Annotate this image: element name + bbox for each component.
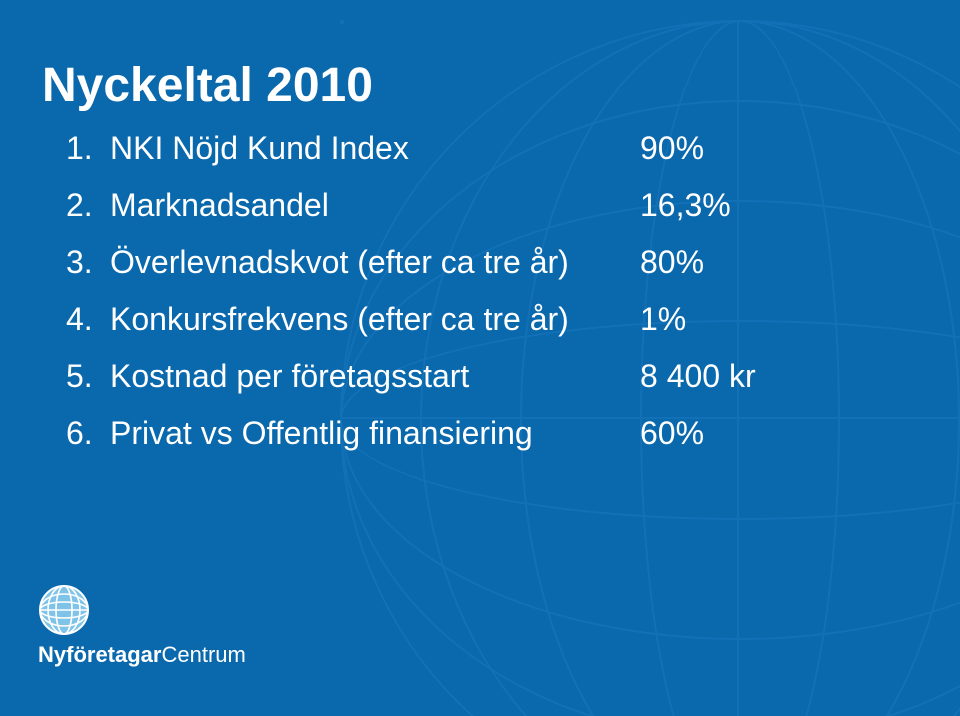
item-value: 80% [640, 244, 820, 281]
item-number: 1. [66, 130, 110, 167]
item-label: Överlevnadskvot (efter ca tre år) [110, 244, 640, 281]
item-label: Konkursfrekvens (efter ca tre år) [110, 301, 640, 338]
item-number: 2. [66, 187, 110, 224]
list-item: 5. Kostnad per företagsstart 8 400 kr [66, 358, 886, 395]
item-label: Marknadsandel [110, 187, 640, 224]
item-value: 60% [640, 415, 820, 452]
item-value: 8 400 kr [640, 358, 820, 395]
item-label: NKI Nöjd Kund Index [110, 130, 640, 167]
logo-prefix: Nyföretagar [38, 642, 161, 667]
slide-title: Nyckeltal 2010 [42, 58, 373, 113]
list-item: 4. Konkursfrekvens (efter ca tre år) 1% [66, 301, 886, 338]
slide: Nyckeltal 2010 1. NKI Nöjd Kund Index 90… [0, 0, 960, 716]
list-item: 2. Marknadsandel 16,3% [66, 187, 886, 224]
list-item: 6. Privat vs Offentlig finansiering 60% [66, 415, 886, 452]
list-item: 1. NKI Nöjd Kund Index 90% [66, 130, 886, 167]
list-item: 3. Överlevnadskvot (efter ca tre år) 80% [66, 244, 886, 281]
item-value: 1% [640, 301, 820, 338]
item-value: 90% [640, 130, 820, 167]
logo-text: NyföretagarCentrum [38, 642, 246, 668]
logo-suffix: Centrum [161, 642, 245, 667]
item-number: 6. [66, 415, 110, 452]
key-figures-list: 1. NKI Nöjd Kund Index 90% 2. Marknadsan… [66, 130, 886, 472]
item-number: 3. [66, 244, 110, 281]
item-value: 16,3% [640, 187, 820, 224]
item-label: Privat vs Offentlig finansiering [110, 415, 640, 452]
globe-icon [38, 584, 94, 636]
item-number: 5. [66, 358, 110, 395]
item-number: 4. [66, 301, 110, 338]
logo: NyföretagarCentrum [38, 584, 246, 668]
item-label: Kostnad per företagsstart [110, 358, 640, 395]
